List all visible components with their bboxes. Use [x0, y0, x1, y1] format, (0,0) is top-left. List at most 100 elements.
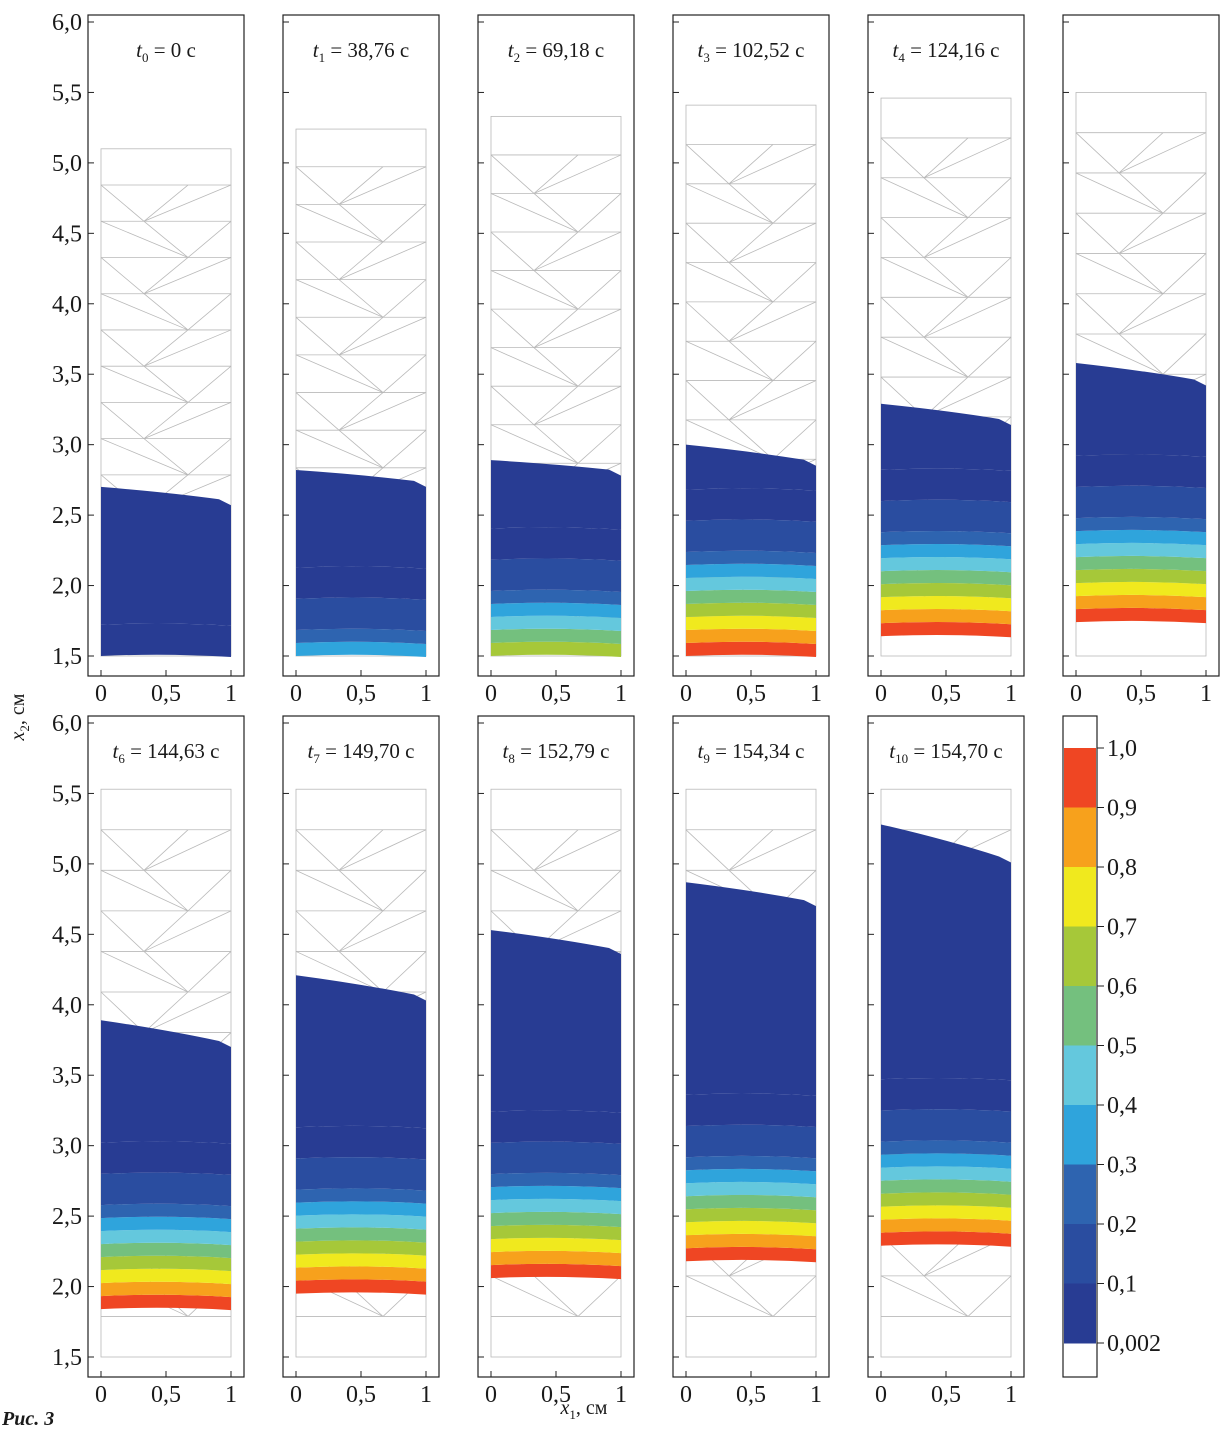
field-band — [686, 628, 816, 644]
field-band — [686, 576, 816, 592]
mesh-line — [685, 419, 774, 460]
panel-axes: 0 0,5 1 — [868, 722, 1017, 1408]
mesh-line — [295, 354, 384, 393]
mesh-line — [728, 144, 817, 185]
mesh-line — [338, 392, 384, 431]
mesh-line — [772, 419, 817, 460]
mesh-line — [1075, 212, 1120, 254]
mesh-line — [1075, 132, 1120, 174]
mesh-line — [490, 385, 535, 426]
y-tick-label: 2,5 — [52, 1204, 82, 1230]
colorbar-swatch — [1064, 986, 1096, 1046]
mesh-line — [338, 392, 427, 431]
mesh-line — [728, 183, 774, 224]
colorbar-tick-label: 0,2 — [1107, 1212, 1137, 1238]
mesh-line — [685, 1275, 774, 1317]
panel-9: 0 0,5 1t9 = 154,34 с — [672, 715, 830, 1408]
panel-4: 0 0,5 1t4 = 124,16 с — [867, 14, 1025, 707]
x-tick-label: 1 — [420, 681, 432, 707]
mesh-line — [923, 1275, 969, 1317]
x-tick-label: 0 — [875, 681, 887, 707]
mesh-line — [338, 429, 384, 469]
mesh-line — [187, 438, 232, 476]
mesh-line — [1118, 333, 1164, 375]
panel-axes: 0 0,5 1 — [673, 722, 822, 1408]
colorbar-tick-label: 0,4 — [1107, 1093, 1137, 1119]
mesh-line — [187, 870, 232, 912]
panel-axes: 1,5 2,0 2,5 3,0 3,5 4,0 4,5 5,0 5,5 6,0 0 0,5 1 — [52, 10, 237, 707]
field-band — [881, 1153, 1011, 1169]
field-band — [686, 488, 816, 522]
field-fill — [296, 975, 426, 1295]
field-band — [1076, 555, 1206, 572]
field-band — [491, 1110, 621, 1144]
mesh-line — [728, 144, 774, 185]
x-tick-label: 0 — [485, 1382, 497, 1408]
x-tick-label: 0,5 — [736, 1382, 766, 1408]
field-band — [686, 1181, 816, 1198]
field-band — [1076, 529, 1206, 546]
mesh-line — [338, 951, 384, 993]
colorbar-tick-label: 0,7 — [1107, 915, 1137, 941]
field-band — [296, 597, 426, 631]
colorbar-tick-label: 0,8 — [1107, 855, 1137, 881]
colorbar-swatch — [1064, 1164, 1096, 1225]
y-tick-label: 1,5 — [52, 644, 82, 670]
field-band — [296, 628, 426, 644]
field-band — [881, 1166, 1011, 1182]
mesh-line — [533, 308, 579, 348]
mesh-line — [533, 231, 622, 271]
mesh-line — [533, 870, 579, 912]
field-band — [686, 615, 816, 631]
mesh-line — [338, 910, 427, 952]
field-band — [296, 1188, 426, 1204]
y-tick-label: 6,0 — [52, 10, 82, 36]
y-tick-label: 5,5 — [52, 781, 82, 807]
mesh-line — [100, 402, 145, 439]
mesh-line — [1162, 333, 1207, 375]
field-band — [101, 1281, 231, 1298]
panel-axes: 0 0,5 1 — [478, 722, 627, 1408]
mesh-line — [728, 301, 774, 342]
mesh-line — [143, 365, 189, 403]
field-band — [101, 1242, 231, 1259]
field-band — [1076, 516, 1206, 533]
y-tick-label: 5,5 — [52, 80, 82, 106]
mesh-line — [1118, 212, 1207, 254]
mesh-line — [1118, 172, 1164, 214]
x-tick-label: 0,5 — [151, 681, 181, 707]
mesh-line — [1118, 293, 1164, 335]
mesh-line — [880, 177, 969, 218]
field-band — [881, 543, 1011, 560]
mesh-line — [880, 297, 925, 338]
mesh-line — [880, 257, 969, 298]
field-band — [686, 1093, 816, 1127]
x-tick-label: 1 — [225, 1382, 237, 1408]
mesh-line — [1118, 212, 1164, 254]
field-band — [881, 1179, 1011, 1195]
field-band — [1076, 454, 1206, 488]
y-tick-label: 3,0 — [52, 433, 82, 459]
field-band — [686, 1220, 816, 1237]
y-tick-label: 3,0 — [52, 1134, 82, 1160]
mesh-line — [338, 910, 384, 952]
mesh-line — [187, 220, 232, 258]
panels-group: 1,52,02,53,03,54,04,55,05,56,00 0,5 1t0 = … — [52, 10, 1220, 1408]
panel-title: t3 = 102,52 с — [697, 38, 804, 65]
field-band — [491, 1211, 621, 1228]
y-tick-label: 5,0 — [52, 151, 82, 177]
mesh-line — [100, 438, 189, 476]
mesh-line — [382, 204, 427, 243]
x-tick-label: 0 — [680, 681, 692, 707]
mesh-line — [923, 257, 969, 298]
field-fill — [101, 1020, 231, 1311]
y-tick-label: 5,0 — [52, 852, 82, 878]
panel-title: t10 = 154,70 с — [889, 739, 1003, 766]
panel-3: 0 0,5 1t3 = 102,52 с — [672, 14, 830, 707]
field-band — [1076, 607, 1206, 624]
y-tick-label: 4,0 — [52, 993, 82, 1019]
y-tick-label: 2,0 — [52, 1275, 82, 1301]
field-band — [296, 1279, 426, 1295]
mesh-line — [728, 262, 774, 303]
